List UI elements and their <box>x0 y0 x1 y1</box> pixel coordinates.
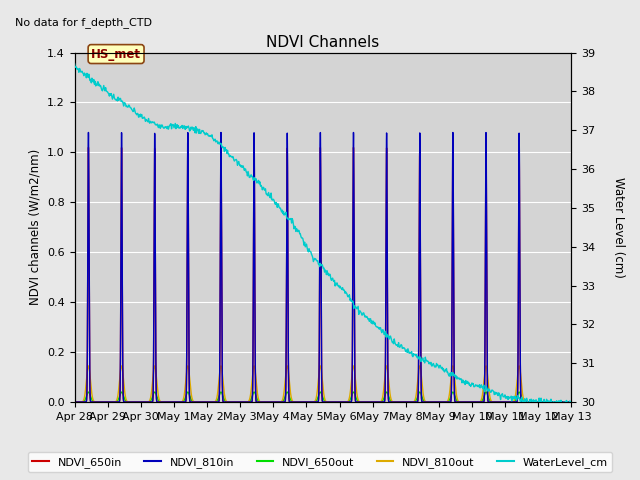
Y-axis label: NDVI channels (W/m2/nm): NDVI channels (W/m2/nm) <box>29 149 42 305</box>
Y-axis label: Water Level (cm): Water Level (cm) <box>612 177 625 278</box>
Legend: NDVI_650in, NDVI_810in, NDVI_650out, NDVI_810out, WaterLevel_cm: NDVI_650in, NDVI_810in, NDVI_650out, NDV… <box>28 452 612 472</box>
Title: NDVI Channels: NDVI Channels <box>266 35 380 50</box>
Text: HS_met: HS_met <box>91 48 141 60</box>
Text: No data for f_depth_CTD: No data for f_depth_CTD <box>15 17 152 27</box>
